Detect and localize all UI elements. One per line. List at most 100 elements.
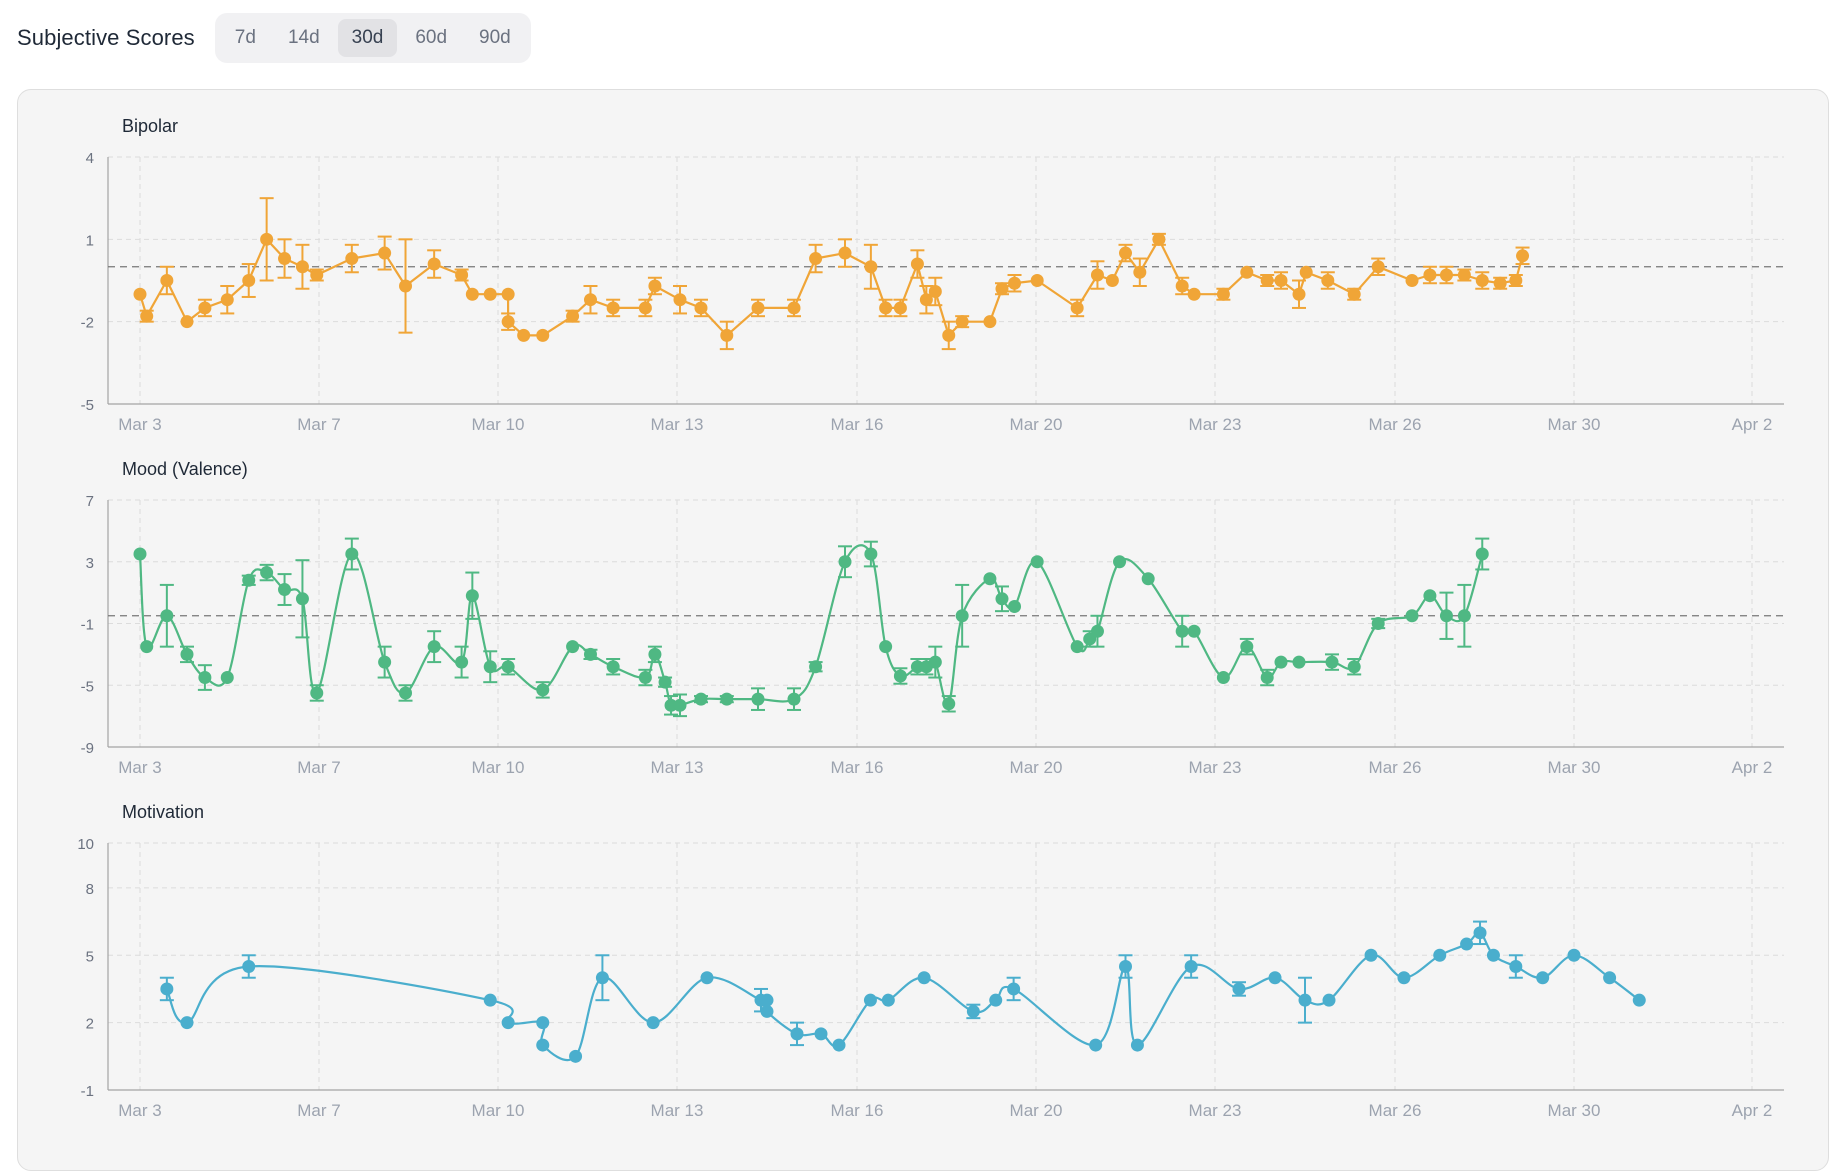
data-point <box>1603 971 1617 985</box>
data-point <box>1473 926 1487 940</box>
data-point <box>180 647 194 661</box>
data-point <box>1423 268 1437 282</box>
data-point <box>928 284 942 298</box>
y-tick-label: -1 <box>81 1083 94 1100</box>
data-point <box>501 1016 515 1030</box>
data-point <box>1008 600 1022 614</box>
y-tick-label: -5 <box>81 678 94 695</box>
data-point <box>399 279 413 293</box>
x-tick-label: Mar 23 <box>1189 1101 1242 1120</box>
data-point <box>295 592 309 606</box>
data-point <box>345 252 359 266</box>
data-point <box>1439 609 1453 623</box>
data-point <box>1405 609 1419 623</box>
data-point <box>427 640 441 654</box>
data-point <box>310 686 324 700</box>
data-point <box>720 328 734 342</box>
data-point <box>893 301 907 315</box>
range-7d-button[interactable]: 7d <box>221 19 270 57</box>
data-point <box>517 328 531 342</box>
data-point <box>1371 617 1385 630</box>
x-tick-label: Mar 13 <box>651 1101 704 1120</box>
data-point <box>955 609 969 623</box>
data-point <box>1113 555 1127 569</box>
data-point <box>278 583 292 597</box>
x-tick-label: Mar 23 <box>1189 415 1242 434</box>
data-point <box>1325 655 1339 669</box>
data-point <box>1536 971 1550 985</box>
data-point <box>1298 993 1312 1007</box>
data-point <box>864 260 878 274</box>
data-point <box>180 1016 194 1030</box>
data-point <box>1475 547 1489 561</box>
data-point <box>198 301 212 315</box>
data-point <box>760 993 774 1007</box>
data-point <box>1187 624 1201 638</box>
data-point <box>1493 276 1507 290</box>
x-tick-label: Mar 10 <box>472 758 525 777</box>
data-point <box>1130 1038 1144 1052</box>
data-point <box>198 671 212 685</box>
data-point <box>345 547 359 561</box>
x-tick-label: Mar 10 <box>472 1101 525 1120</box>
data-point <box>606 301 620 315</box>
data-point <box>720 692 734 706</box>
data-point <box>260 232 274 246</box>
x-tick-label: Mar 26 <box>1369 1101 1422 1120</box>
y-tick-label: -9 <box>81 740 94 757</box>
range-90d-button[interactable]: 90d <box>465 19 525 57</box>
range-14d-button[interactable]: 14d <box>274 19 334 57</box>
data-point <box>1007 982 1021 996</box>
series-line <box>138 238 1524 337</box>
data-point <box>536 1038 550 1052</box>
data-point <box>751 692 765 706</box>
data-point <box>1232 982 1246 996</box>
data-point <box>917 971 931 985</box>
data-point <box>140 640 154 654</box>
header: Subjective Scores 7d 14d 30d 60d 90d <box>17 12 531 64</box>
x-tick-label: Mar 3 <box>118 415 161 434</box>
y-tick-label: 3 <box>86 555 94 572</box>
x-tick-label: Mar 20 <box>1010 1101 1063 1120</box>
y-tick-label: 1 <box>86 232 94 249</box>
data-point <box>787 692 801 706</box>
data-point <box>955 315 969 329</box>
data-point <box>595 971 609 985</box>
data-point <box>1433 948 1447 962</box>
data-point <box>814 1027 828 1041</box>
data-point <box>1090 268 1104 282</box>
y-tick-label: 10 <box>77 836 94 853</box>
range-60d-button[interactable]: 60d <box>401 19 461 57</box>
data-point <box>1364 948 1378 962</box>
data-point <box>879 640 893 654</box>
data-point <box>1457 609 1471 623</box>
data-point <box>1240 640 1254 654</box>
x-tick-label: Apr 2 <box>1732 415 1773 434</box>
data-point <box>1260 671 1274 685</box>
data-point <box>1299 265 1313 279</box>
data-point <box>1008 276 1022 290</box>
data-point <box>989 993 1003 1007</box>
data-point <box>1516 249 1530 263</box>
x-tick-label: Mar 30 <box>1548 1101 1601 1120</box>
data-point <box>1187 287 1201 301</box>
data-point <box>1475 274 1489 287</box>
data-point <box>809 252 823 266</box>
data-point <box>242 274 256 287</box>
data-point <box>536 1016 550 1030</box>
x-tick-label: Mar 26 <box>1369 758 1422 777</box>
data-point <box>1119 960 1132 973</box>
data-point <box>966 1004 980 1018</box>
data-point <box>1371 260 1385 274</box>
data-point <box>242 960 256 973</box>
data-point <box>260 566 274 580</box>
data-point <box>648 647 662 661</box>
data-point <box>995 592 1009 606</box>
data-point <box>910 257 924 271</box>
data-point <box>1322 993 1336 1007</box>
range-30d-button[interactable]: 30d <box>337 19 398 57</box>
x-tick-label: Mar 13 <box>651 758 704 777</box>
x-tick-label: Mar 7 <box>297 415 340 434</box>
data-point <box>180 315 194 329</box>
y-tick-label: -1 <box>81 617 94 634</box>
